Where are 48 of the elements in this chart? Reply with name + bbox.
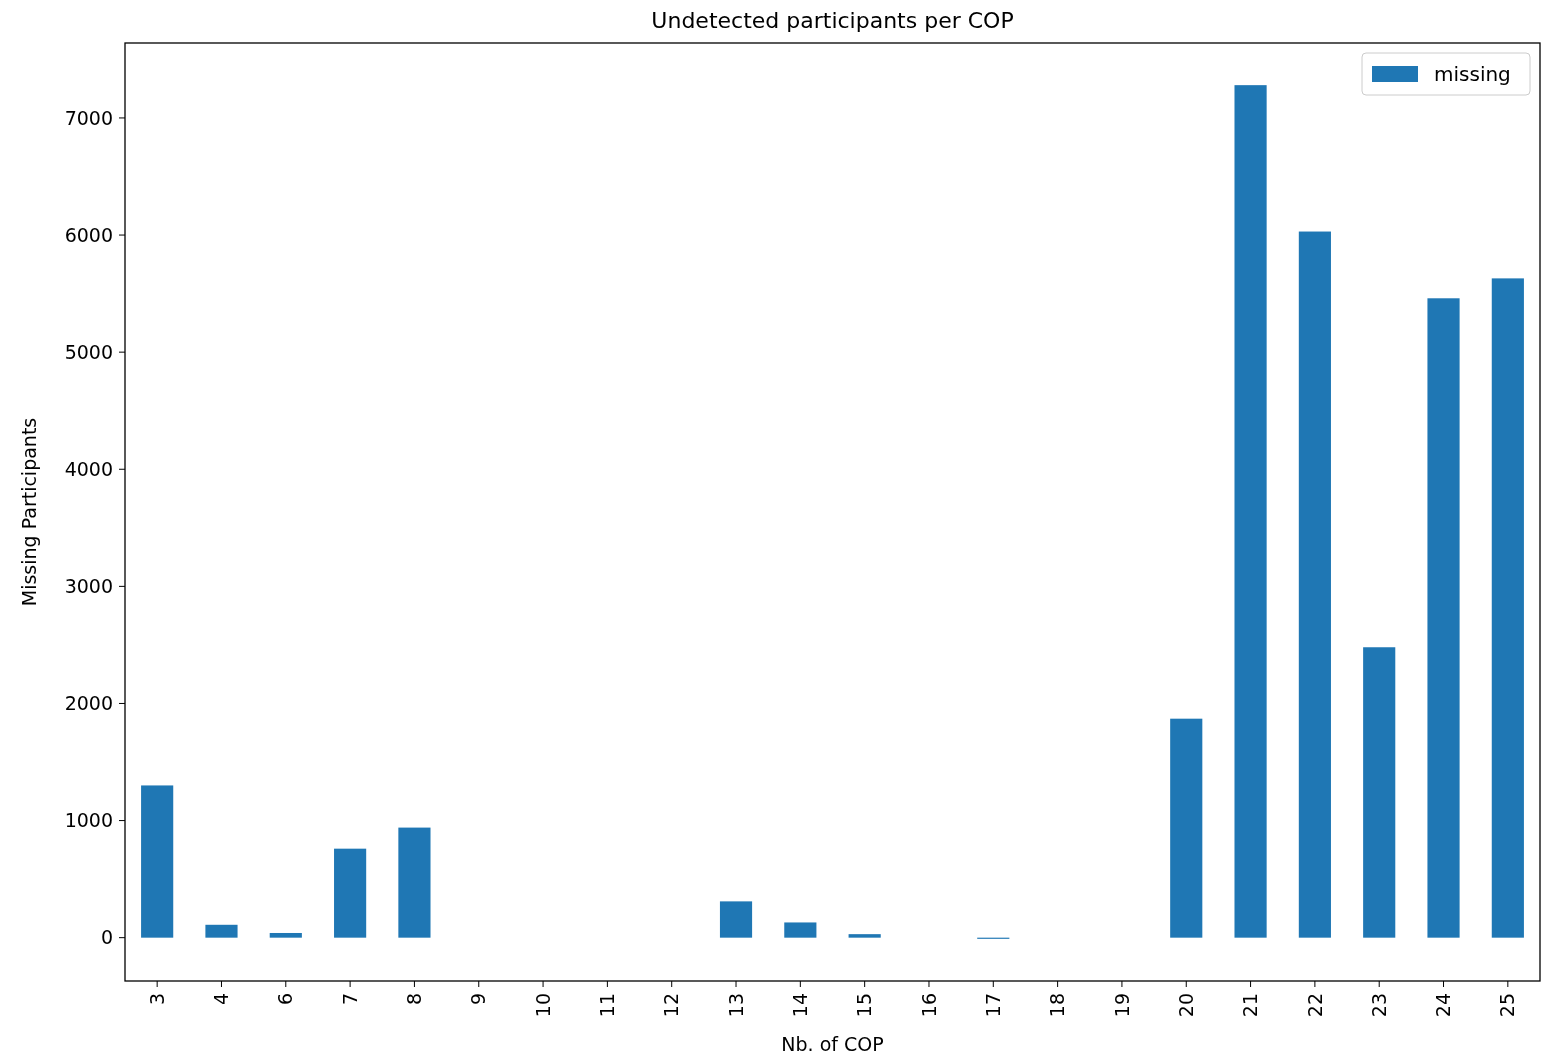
x-tick-label: 19 xyxy=(1110,993,1133,1018)
bar xyxy=(848,934,881,938)
bar xyxy=(1298,231,1331,938)
y-tick-label: 1000 xyxy=(64,809,113,832)
legend-label: missing xyxy=(1434,62,1511,86)
x-tick-label: 24 xyxy=(1432,993,1455,1018)
x-tick-label: 16 xyxy=(917,993,940,1018)
bar xyxy=(1491,278,1524,938)
x-tick-label: 21 xyxy=(1239,993,1262,1018)
x-tick-label: 10 xyxy=(531,993,554,1018)
bar xyxy=(1363,647,1396,938)
x-tick-label: 3 xyxy=(145,993,168,1006)
x-tick-label: 22 xyxy=(1303,993,1326,1018)
chart-title: Undetected participants per COP xyxy=(651,8,1014,33)
x-tick-label: 12 xyxy=(660,993,683,1018)
bar xyxy=(1170,718,1203,938)
x-tick-label: 20 xyxy=(1174,993,1197,1018)
y-tick-label: 4000 xyxy=(64,457,113,480)
x-tick-label: 7 xyxy=(338,993,361,1006)
bar xyxy=(784,922,817,938)
bar xyxy=(398,827,431,938)
bar xyxy=(719,901,753,938)
y-tick-label: 0 xyxy=(100,926,113,949)
bar xyxy=(141,785,174,938)
x-axis-title: Nb. of COP xyxy=(781,1033,884,1055)
x-tick-label: 25 xyxy=(1496,993,1519,1018)
x-tick-label: 13 xyxy=(724,993,747,1018)
x-tick-label: 17 xyxy=(981,993,1004,1018)
x-tick-label: 11 xyxy=(596,993,619,1018)
x-tick-label: 23 xyxy=(1367,993,1390,1018)
bar xyxy=(334,848,367,938)
y-tick-label: 2000 xyxy=(64,692,113,715)
y-tick-label: 5000 xyxy=(64,340,113,363)
x-tick-label: 14 xyxy=(788,993,811,1018)
x-tick-label: 4 xyxy=(210,993,233,1006)
bar xyxy=(1427,298,1460,938)
x-tick-label: 8 xyxy=(403,993,426,1006)
bar xyxy=(205,924,238,938)
y-tick-label: 3000 xyxy=(64,575,113,598)
y-tick-label: 6000 xyxy=(64,223,113,246)
bar xyxy=(1234,85,1267,938)
x-tick-label: 6 xyxy=(274,993,297,1006)
x-tick-label: 9 xyxy=(467,993,490,1006)
x-tick-label: 15 xyxy=(853,993,876,1018)
x-tick-label: 18 xyxy=(1046,993,1069,1018)
y-tick-label: 7000 xyxy=(64,106,113,129)
y-axis-title: Missing Participants xyxy=(18,417,40,607)
bar xyxy=(269,932,302,938)
